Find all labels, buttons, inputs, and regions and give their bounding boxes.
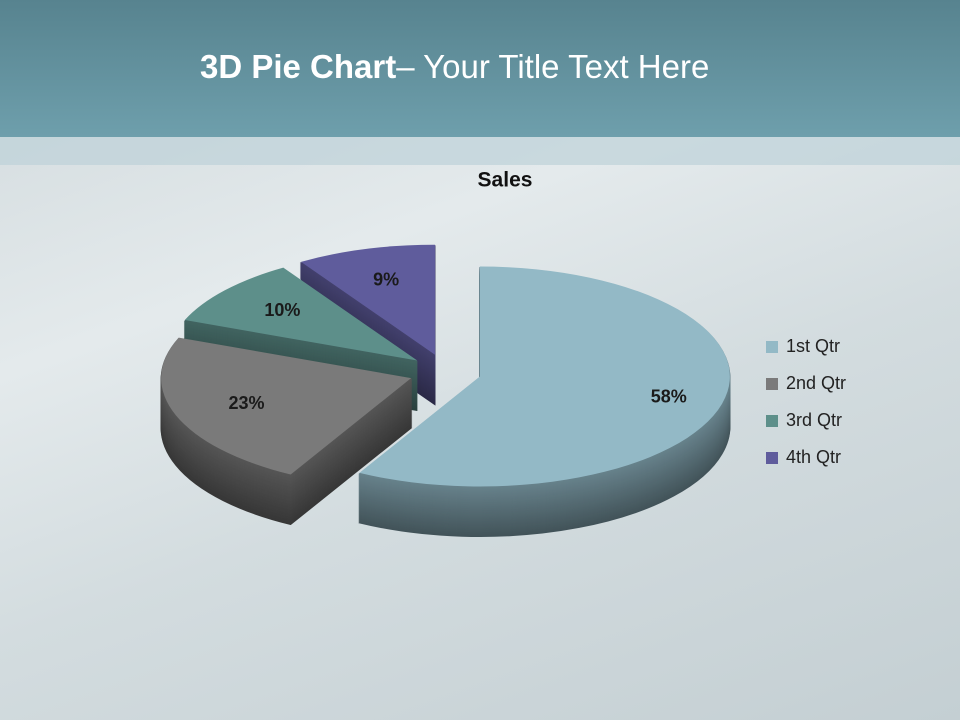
pie-slice xyxy=(359,266,730,487)
legend-swatch xyxy=(766,415,778,427)
legend-swatch xyxy=(766,452,778,464)
data-label: 58% xyxy=(651,387,687,407)
data-label: 10% xyxy=(264,300,300,320)
legend-swatch xyxy=(766,378,778,390)
header-band xyxy=(0,0,960,137)
header-strip xyxy=(0,137,960,165)
legend-label: 1st Qtr xyxy=(786,336,840,356)
legend-swatch xyxy=(766,341,778,353)
title-rest: – Your Title Text Here xyxy=(396,48,710,85)
title-bold: 3D Pie Chart xyxy=(200,48,397,85)
legend-label: 3rd Qtr xyxy=(786,410,842,430)
legend-label: 2nd Qtr xyxy=(786,373,846,393)
pie-slice xyxy=(161,337,412,475)
pie-slice xyxy=(184,267,418,361)
slide-title: 3D Pie Chart– Your Title Text Here xyxy=(200,48,709,86)
pie-slice xyxy=(300,244,435,355)
data-label: 23% xyxy=(228,393,264,413)
data-label: 9% xyxy=(373,270,399,290)
chart-title: Sales xyxy=(478,169,533,192)
legend-label: 4th Qtr xyxy=(786,447,841,467)
